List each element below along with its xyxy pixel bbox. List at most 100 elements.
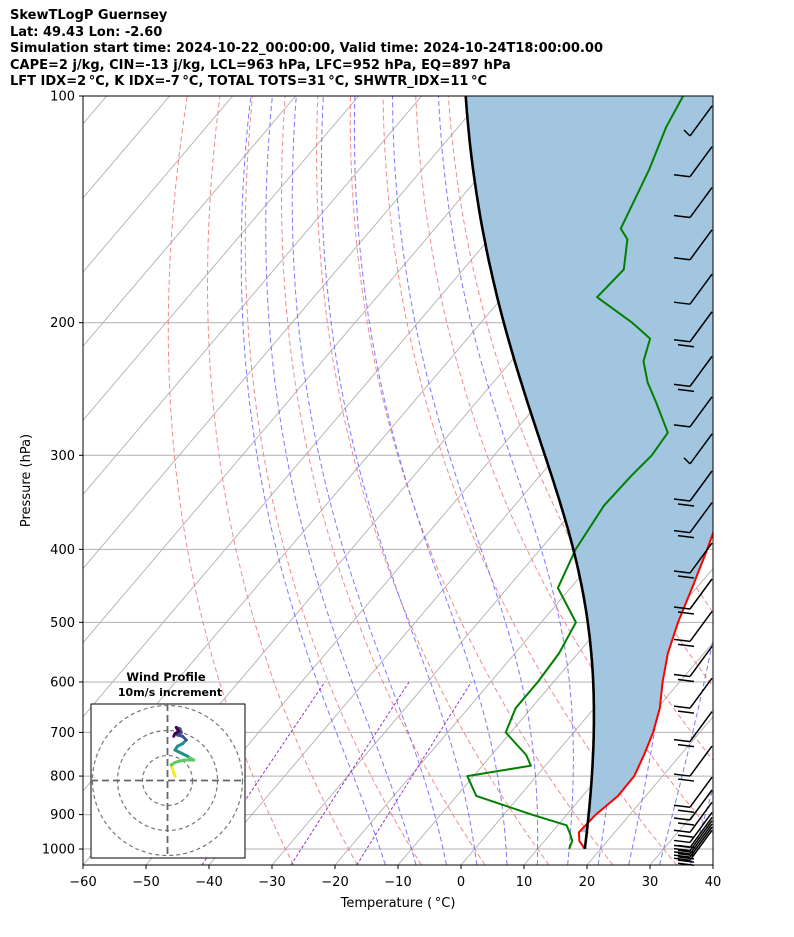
y-tick-label: 400 — [50, 543, 75, 558]
barb-staff — [689, 646, 713, 677]
dry-adiabat — [244, 96, 422, 865]
wind-barb — [673, 789, 713, 826]
x-tick-label: 20 — [579, 875, 596, 890]
wind-barb — [673, 646, 713, 683]
barb-staff — [689, 745, 713, 777]
barb-flag — [673, 301, 691, 305]
x-tick-label: −10 — [384, 875, 411, 890]
profile-lines — [464, 96, 713, 850]
isotherm-line — [208, 271, 713, 865]
barb-flag — [673, 424, 691, 428]
moist-adiabat — [353, 96, 508, 865]
dry-adiabat — [280, 96, 486, 865]
barb-flag — [673, 529, 691, 534]
x-axis-label: Temperature ( °C) — [340, 896, 456, 911]
dry-adiabat — [775, 96, 794, 865]
x-tick-label: 40 — [705, 875, 722, 890]
barb-flag — [673, 738, 691, 743]
moist-adiabat — [659, 96, 713, 865]
barb-flag — [677, 503, 695, 507]
barb-flag — [673, 773, 691, 777]
barb-flag — [673, 857, 691, 862]
cape-shading — [465, 96, 713, 833]
hodograph-segment — [172, 732, 177, 738]
wind-barb — [673, 229, 713, 261]
barb-flag — [673, 839, 691, 844]
hodograph-subtitle: 10m/s increment — [118, 686, 222, 699]
barb-staff — [689, 146, 713, 178]
wind-barbs — [673, 105, 713, 867]
barb-staff — [689, 273, 713, 305]
moist-adiabat — [291, 96, 447, 865]
x-tick-label: 0 — [457, 875, 465, 890]
barb-staff — [689, 311, 713, 343]
x-tick-label: −40 — [195, 875, 222, 890]
isotherm-line — [712, 864, 713, 865]
barb-flag — [673, 606, 691, 610]
moist-adiabat — [265, 96, 417, 865]
barb-flag — [677, 678, 695, 683]
wind-barb — [673, 355, 713, 393]
barb-staff — [689, 776, 713, 808]
barb-flag — [683, 129, 691, 137]
y-tick-label: 600 — [50, 675, 75, 690]
barb-flag — [677, 611, 695, 615]
barb-flag — [677, 710, 695, 714]
barb-flag — [677, 849, 695, 854]
wind-barb — [673, 677, 713, 714]
barb-flag — [677, 856, 695, 860]
barb-flag — [677, 822, 695, 826]
barb-staff — [689, 355, 713, 387]
wind-barb — [673, 187, 713, 219]
barb-flag — [677, 859, 695, 863]
y-tick-label: 500 — [50, 616, 75, 631]
barb-flag — [677, 534, 695, 539]
x-tick-label: 10 — [516, 875, 533, 890]
barb-flag — [673, 829, 691, 834]
barb-staff — [689, 105, 713, 137]
barb-flag — [677, 778, 695, 782]
wind-barb — [673, 273, 713, 305]
barb-staff — [689, 470, 713, 502]
isotherm-line — [83, 96, 548, 644]
barb-flag — [677, 643, 695, 648]
mixing-ratio-line — [356, 681, 472, 865]
dry-adiabat — [447, 96, 713, 761]
y-tick-label: 1000 — [42, 843, 75, 858]
wind-barb — [673, 745, 713, 782]
barb-staff — [689, 801, 713, 833]
barb-staff — [689, 823, 713, 855]
barb-flag — [673, 638, 691, 643]
barb-flag — [673, 570, 691, 574]
y-tick-label: 200 — [50, 316, 75, 331]
hodograph-title: Wind Profile — [126, 670, 206, 684]
barb-staff — [689, 677, 713, 709]
barb-flag — [673, 173, 691, 178]
mixing-ratio-line — [290, 681, 410, 865]
barb-staff — [689, 542, 713, 574]
barb-staff — [689, 502, 713, 534]
barb-staff — [689, 610, 713, 642]
barb-flag — [677, 809, 695, 813]
location-line: Lat: 49.43 Lon: -2.60 — [10, 24, 163, 40]
wind-barb — [673, 396, 713, 428]
x-tick-label: 30 — [642, 875, 659, 890]
wind-barb — [673, 146, 713, 178]
barb-flag — [677, 852, 695, 857]
wind-barb — [683, 105, 713, 137]
dry-adiabat — [349, 96, 614, 865]
wind-barb — [673, 578, 713, 615]
y-tick-label: 700 — [50, 726, 75, 741]
barb-flag — [673, 257, 691, 261]
isotherm-line — [83, 96, 359, 421]
barb-flag — [673, 673, 691, 678]
x-tick-label: −30 — [258, 875, 285, 890]
dry-adiabat — [480, 96, 713, 688]
temperature-line — [577, 530, 713, 850]
y-axis-label: Pressure (hPa) — [19, 434, 34, 527]
isotherm-line — [83, 96, 296, 347]
isotherm-line — [397, 493, 713, 865]
dry-adiabat — [167, 96, 294, 865]
barb-flag — [677, 743, 695, 748]
